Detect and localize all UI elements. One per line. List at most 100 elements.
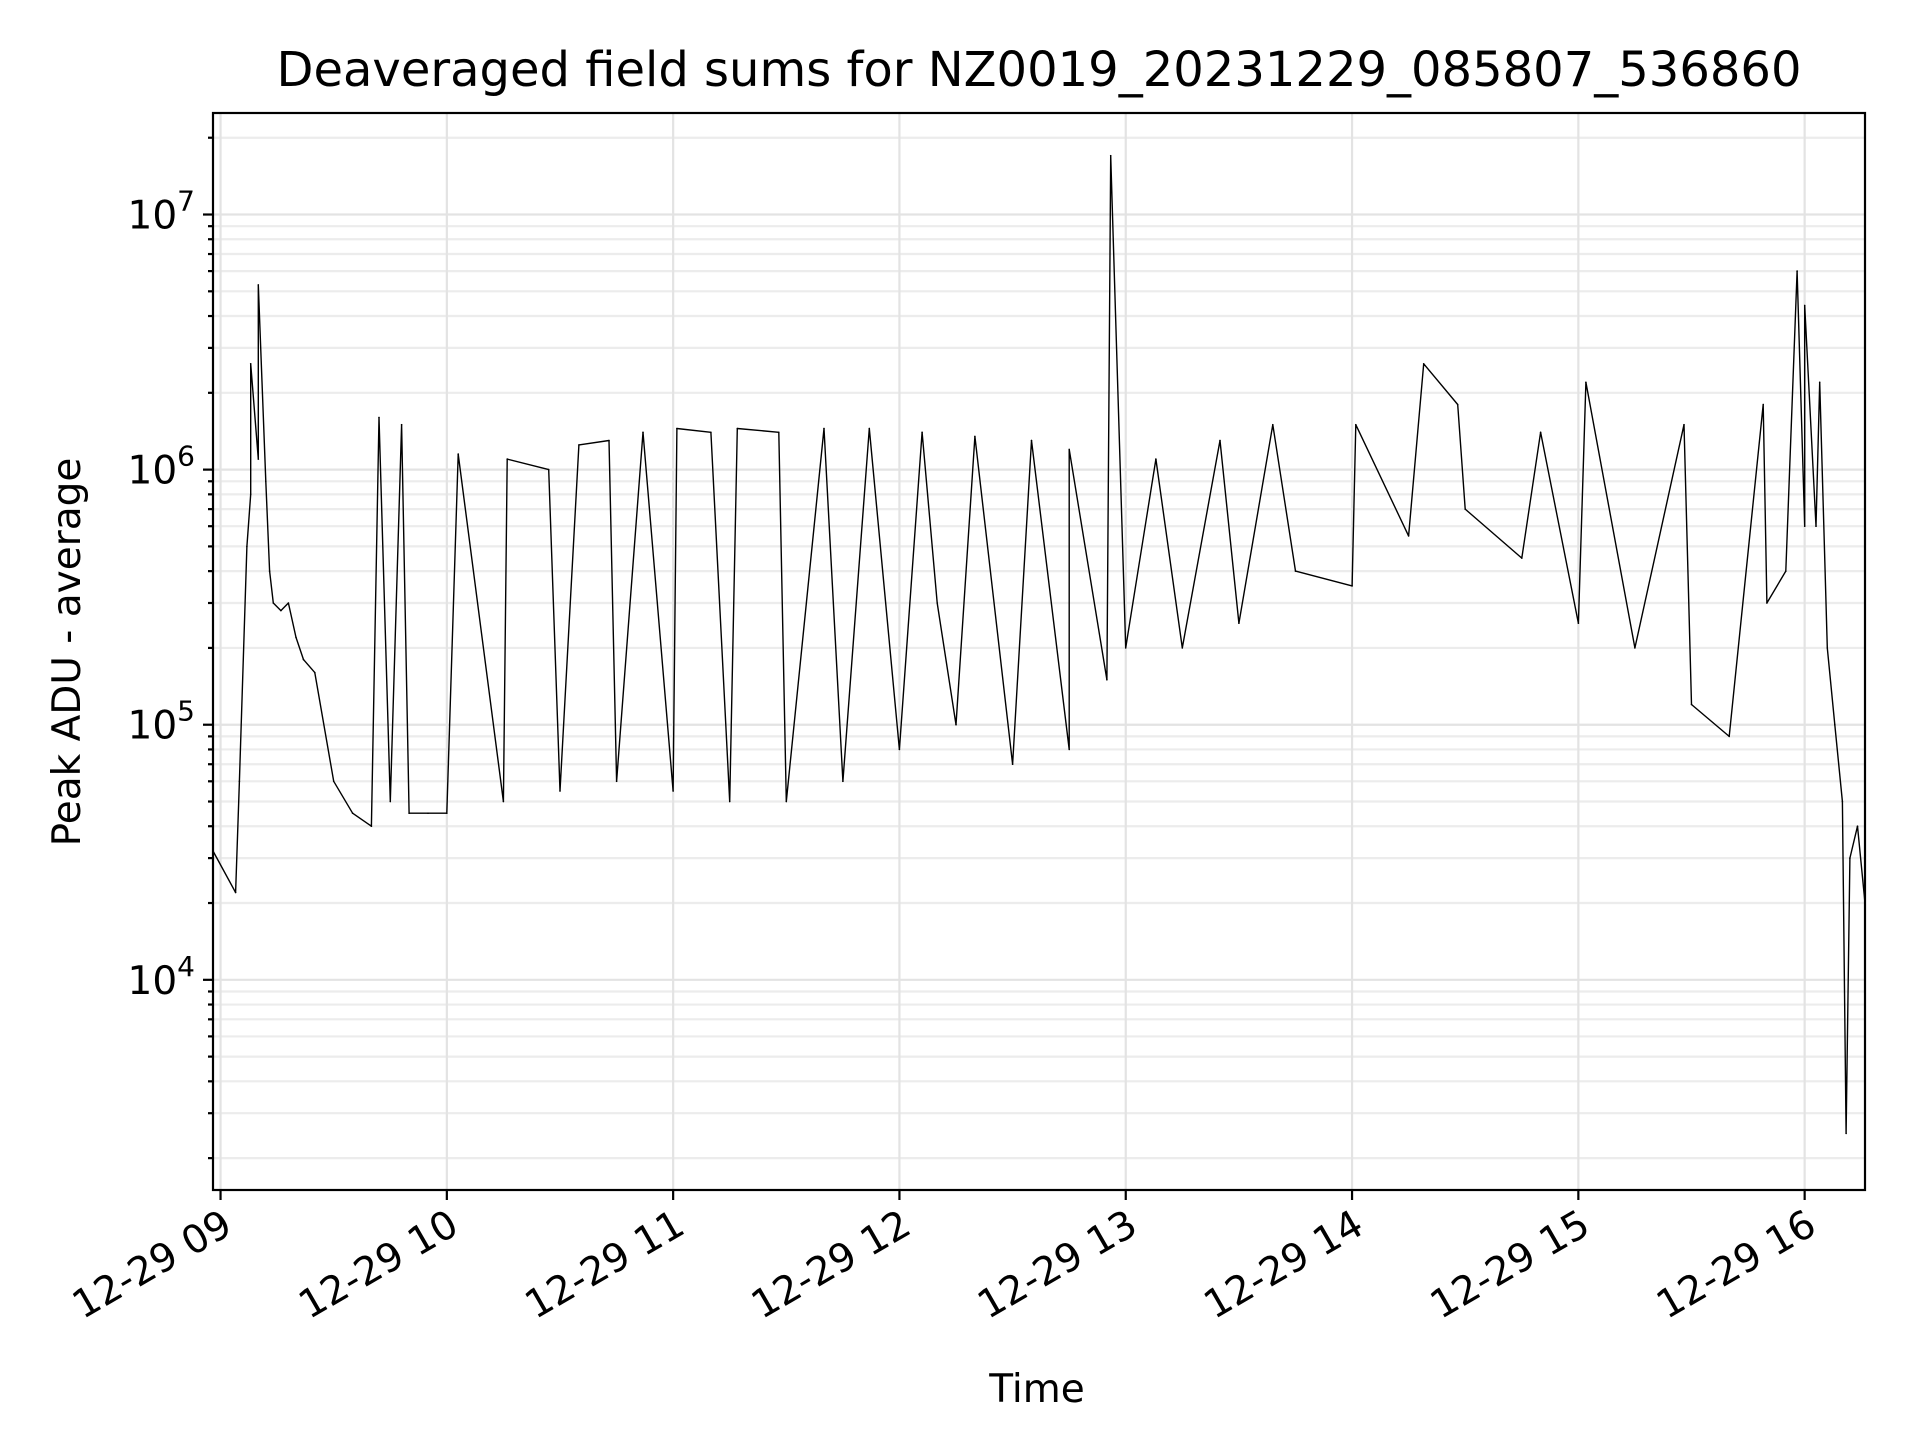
y-tick-label: 107 [128, 185, 195, 239]
data-point [1464, 508, 1466, 510]
data-point [1815, 525, 1817, 527]
x-tick-label: 12-29 09 [65, 1202, 239, 1329]
data-point [234, 891, 237, 894]
data-point [249, 493, 252, 496]
spike-point [1683, 423, 1685, 426]
data-point [1181, 647, 1184, 649]
spike-point [400, 423, 403, 426]
data-point [287, 602, 290, 604]
data-point [1834, 723, 1836, 726]
spike-point [642, 431, 644, 434]
data-point [1068, 748, 1070, 751]
series-line [212, 155, 1866, 1135]
x-tick-label: 12-29 15 [1423, 1202, 1597, 1329]
spike-point [378, 416, 380, 419]
data-point [1106, 679, 1108, 681]
spike-point [1030, 439, 1033, 442]
data-point [559, 790, 561, 792]
spike-point [547, 468, 550, 471]
spike-point [1762, 403, 1764, 406]
data-point [272, 602, 275, 604]
spike-point [1796, 270, 1798, 272]
spike-point [921, 431, 923, 434]
data-point [280, 609, 282, 612]
spike-point [249, 363, 252, 365]
spike-point [1818, 381, 1821, 384]
spike-point [1068, 448, 1070, 451]
data-point [728, 800, 731, 803]
x-tick-label: 12-29 12 [744, 1202, 918, 1329]
spike-point [1539, 431, 1542, 434]
spike-point [578, 444, 580, 446]
data-point [246, 545, 248, 548]
data-point [672, 790, 674, 792]
y-tick-label: 104 [128, 950, 195, 1004]
data-point [1845, 1132, 1847, 1135]
spike-point [1155, 458, 1157, 460]
spike-point [608, 439, 610, 442]
data-point [1849, 857, 1851, 859]
data-point [370, 825, 373, 827]
data-point [238, 780, 241, 783]
spike-point [1456, 403, 1459, 406]
x-axis-label: Time [988, 1367, 1084, 1412]
data-point [1238, 622, 1240, 624]
data-point [936, 602, 938, 604]
data-point [502, 800, 505, 803]
data-point [265, 480, 267, 483]
x-tick-label: 12-29 13 [970, 1202, 1144, 1329]
data-point [1577, 622, 1580, 624]
data-point [1785, 570, 1787, 572]
data-point [842, 780, 844, 783]
data-point [351, 812, 354, 814]
data-point [1407, 535, 1410, 537]
spike-point [1109, 154, 1112, 157]
spike-point [676, 427, 678, 430]
spike-point [778, 431, 780, 434]
spike-point [1272, 423, 1274, 426]
x-tick-label: 12-29 14 [1197, 1202, 1371, 1329]
data-point [898, 748, 901, 751]
x-tick-label: 12-29 16 [1649, 1202, 1823, 1329]
data-point [302, 658, 305, 661]
data-point [389, 800, 392, 803]
data-point [955, 723, 957, 726]
data-point [268, 570, 271, 572]
data-point [785, 800, 788, 803]
chart-title: Deaveraged field sums for NZ0019_2023122… [277, 42, 1802, 98]
data-point [1521, 557, 1523, 559]
data-point [1124, 647, 1127, 649]
data-point [408, 812, 410, 814]
x-tick-label: 12-29 11 [518, 1202, 692, 1329]
data-point [295, 636, 297, 639]
spike-point [974, 435, 976, 438]
data-point [1690, 703, 1693, 706]
spike-point [710, 431, 712, 434]
data-point [314, 671, 316, 674]
data-point [257, 458, 260, 460]
data-point [1351, 585, 1353, 587]
data-point [332, 780, 335, 783]
data-point [1803, 525, 1806, 527]
data-point [1841, 800, 1844, 803]
spike-point [457, 453, 460, 455]
spike-point [257, 284, 260, 286]
data-point [1011, 763, 1014, 765]
x-axis: 12-29 09 12-29 10 12-29 11 12-29 12 12-29 13… [65, 1190, 1824, 1329]
y-tick-label: 105 [128, 695, 195, 749]
data-point [1294, 570, 1297, 572]
data-point [446, 812, 448, 814]
spike-point [506, 458, 509, 460]
spike-point [1803, 304, 1806, 307]
spike-point [1585, 381, 1587, 384]
data-series [212, 154, 1866, 1135]
spike-point [1219, 439, 1221, 442]
spike-point [1422, 363, 1425, 365]
data-point [615, 780, 618, 783]
spike-point [736, 427, 739, 430]
grid [213, 113, 1865, 1190]
x-tick-label: 12-29 10 [291, 1202, 465, 1329]
y-axis: 104 105 106 107 [128, 136, 213, 1160]
spike-point [823, 427, 825, 430]
